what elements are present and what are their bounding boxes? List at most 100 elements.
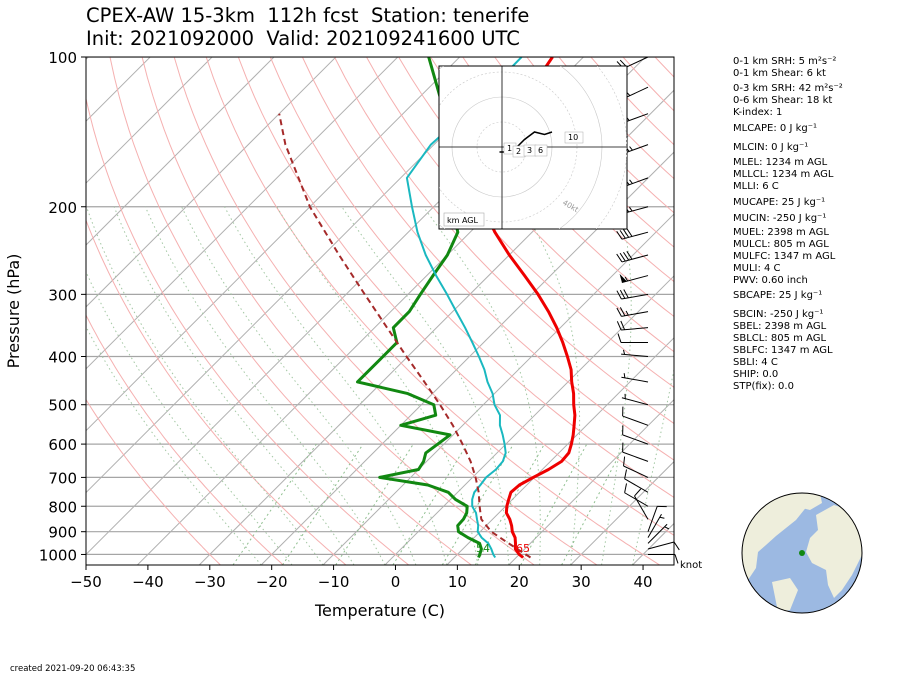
dry-adiabat [86,219,347,565]
y-tick-label: 900 [48,524,77,542]
hodograph-ring-label: 60kt [598,231,617,247]
moist-adiabat [276,206,479,565]
globe-land-south-america [772,578,798,612]
stat-line: MUEL: 2398 m AGL [733,227,829,238]
dry-adiabat [173,57,598,565]
moist-adiabat [86,325,262,565]
wind-barb [622,442,649,462]
mixing-ratio-line [282,443,364,565]
stat-line: MULFC: 1347 m AGL [733,251,836,262]
stat-line: 0-3 km SRH: 42 m²s⁻² [733,83,843,94]
hodograph-height-label: 10 [568,133,578,142]
stat-line: K-index: 1 [733,107,783,118]
wind-barb [616,289,649,300]
y-tick-label: 1000 [39,546,77,564]
moist-adiabat [224,206,448,565]
mixing-ratio-line [474,443,545,565]
dry-adiabat [205,57,660,565]
stat-line: SBLI: 4 C [733,357,778,368]
wind-unit-label: knot [680,560,703,571]
wind-barb [624,469,649,493]
chart-title-line-1: CPEX-AW 15-3km 112h fcst Station: teneri… [86,4,530,27]
isotherm-line [86,57,337,308]
isotherm-line [86,57,399,370]
isotherm-line [86,57,522,494]
sounding-indices-panel: 0-1 km SRH: 5 m²s⁻² 0-1 km Shear: 6 kt 0-3… [733,56,903,393]
plot-frame [85,56,675,566]
mixing-ratio-line [561,443,626,565]
isotherm-line [86,57,213,184]
dry-adiabat [86,314,284,565]
dewpoint-profile [356,57,483,559]
dry-adiabat [398,57,674,353]
wind-barb [622,425,649,445]
hodograph-label: km AGL [447,216,479,225]
y-tick-label: 200 [48,199,77,217]
stat-line: MLCAPE: 0 J kg⁻¹ [733,123,818,134]
wind-barb [621,393,649,406]
wind-barb [634,488,649,520]
hodograph-height-label: 2 [516,147,521,156]
dry-adiabat [86,96,410,565]
hodograph-height-label: 3 [527,146,532,155]
stat-line: STP(fix): 0.0 [733,381,794,392]
stat-line: 0-1 km Shear: 6 kt [733,68,826,79]
x-tick-label: 10 [448,573,467,591]
wind-barb [647,541,680,551]
y-tick-label: 100 [48,49,77,67]
surface-dewpoint-label: 54 [476,542,490,555]
wind-barb [616,251,649,263]
wind-barb [617,333,648,344]
skewt-background-lines [86,57,674,565]
isotherm-line [570,460,674,565]
moist-adiabat [86,206,324,565]
mixing-ratio-line [520,443,588,565]
wind-barb [619,273,649,284]
y-tick-label: 800 [48,498,77,516]
stat-line: SBEL: 2398 m AGL [733,321,827,332]
station-marker [799,550,805,556]
y-tick-label: 500 [48,397,77,415]
wind-barb [621,373,649,383]
isotherm-line [508,399,674,565]
y-tick-label: 600 [48,436,77,454]
y-tick-label: 300 [48,286,77,304]
wind-barb [616,320,649,331]
dry-adiabat [269,57,674,499]
stat-line: MUCIN: -250 J kg⁻¹ [733,213,827,224]
wind-barb [621,349,649,357]
x-tick-label: −50 [70,573,102,591]
dry-adiabat [301,57,674,461]
dry-adiabat [430,57,674,318]
x-tick-label: −30 [194,573,226,591]
x-tick-label: −10 [318,573,350,591]
stat-line: 0-6 km Shear: 18 kt [733,95,833,106]
x-axis-label: Temperature (C) [314,601,445,620]
stat-line: MLLCL: 1234 m AGL [733,169,834,180]
stat-line: MLEL: 1234 m AGL [733,157,828,168]
wind-barb [616,228,649,240]
moist-adiabat [632,366,674,565]
y-axis-label: Pressure (hPa) [4,254,23,369]
stat-line: MLLI: 6 C [733,181,779,192]
globe-land-greenland [790,493,822,510]
dry-adiabat [462,57,674,283]
globe-outline [741,492,863,614]
wind-barb [624,483,649,507]
surface-temperature-label: 65 [516,542,530,555]
x-tick-label: 0 [391,573,401,591]
stat-line: SBLFC: 1347 m AGL [733,345,833,356]
wind-barb [623,456,649,478]
wind-barb [622,406,649,426]
temperature-profile [467,57,577,559]
y-tick-label: 700 [48,469,77,487]
stat-line: MLCIN: 0 J kg⁻¹ [733,142,809,153]
stat-line: SBLCL: 805 m AGL [733,333,827,344]
wind-barb [648,553,679,564]
moist-adiabat [521,206,581,565]
x-tick-label: −40 [132,573,164,591]
isotherm-line [446,337,674,565]
location-globe [741,492,863,614]
